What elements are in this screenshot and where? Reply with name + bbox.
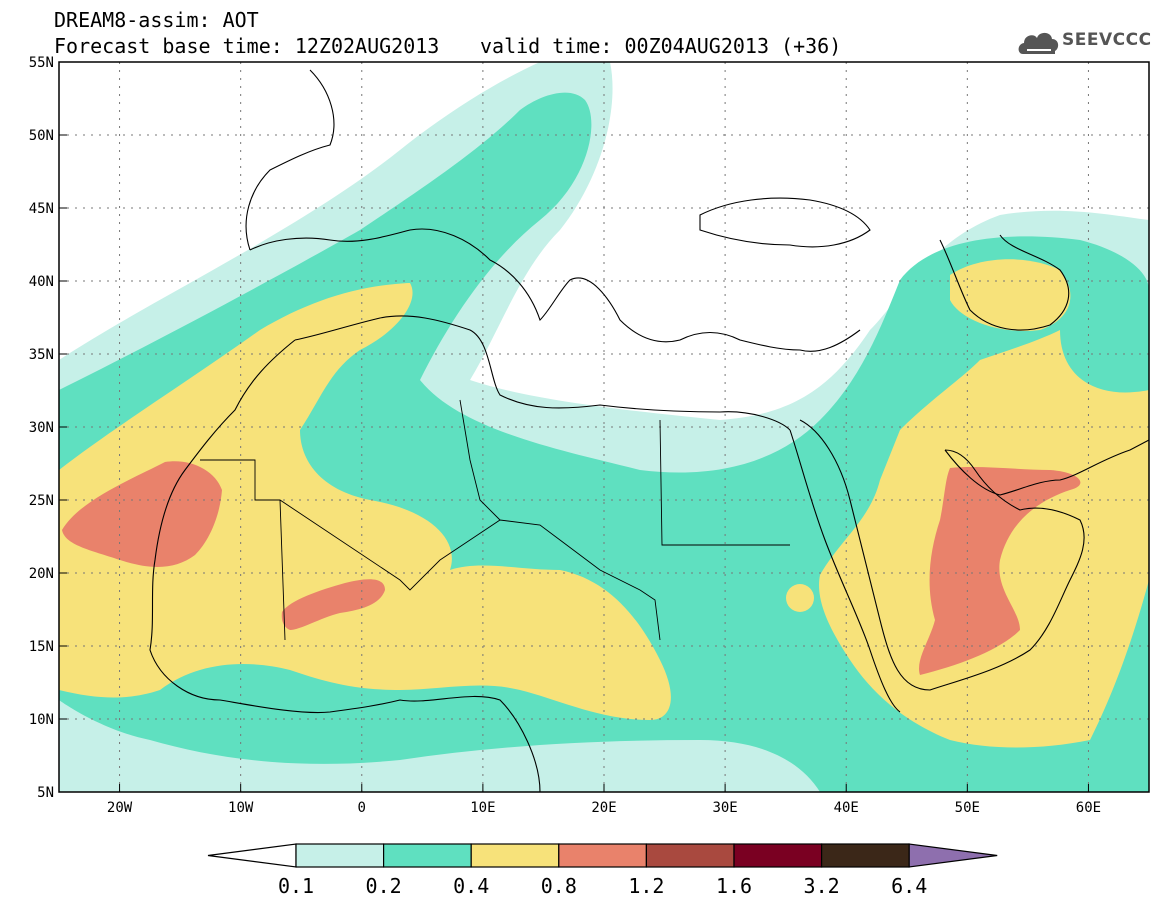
border-sahara-2 [279,399,790,641]
colorbar-label: 6.4 [891,874,927,898]
colorbar-label: 0.1 [278,874,314,898]
colorbar-swatch [558,843,647,868]
colorbar-swatch [295,843,385,868]
colorbar-over-arrow [908,843,998,868]
colorbar: 0.1 0.2 0.4 0.8 1.2 1.6 3.2 6.4 [207,843,998,898]
aot-0.8-region-westcoast [62,461,222,567]
colorbar-label: 1.2 [628,874,664,898]
lon-label: 10W [228,800,254,816]
colorbar-under-arrow [207,843,297,868]
coast-caspian [939,234,1070,331]
lon-label: 50E [955,800,980,816]
lat-label: 35N [29,347,54,363]
aot-0.8-region-arabia [918,467,1081,675]
lon-label: 10E [470,800,495,816]
map-coastlines [149,69,1149,792]
longitude-labels: 20W 10W 0 10E 20E 30E 40E 50E 60E [107,784,1101,816]
seevccc-logo: SEEVCCC [1062,30,1152,50]
aot-0.8-region-mali [281,579,385,630]
coast-black-sea [699,197,871,248]
coast-arabia [799,419,1085,691]
lat-label: 20N [29,566,54,582]
latitude-labels: 55N 50N 45N 40N 35N 30N 25N 20N 15N 10N 5N [29,55,67,801]
colorbar-swatch [820,843,910,868]
coast-africa-west [149,339,541,792]
lat-label: 5N [37,785,54,801]
colorbar-swatch [645,843,735,868]
lon-label: 30E [712,800,737,816]
lat-label: 15N [29,639,54,655]
lat-label: 30N [29,420,54,436]
lat-label: 40N [29,274,54,290]
aot-0.4-region-caspian [950,259,1071,331]
colorbar-swatch [470,843,560,868]
lon-label: 20W [107,800,133,816]
colorbar-label: 0.2 [366,874,402,898]
coast-redsea [789,429,901,713]
colorbar-swatch [733,843,823,868]
lon-label: 0 [358,800,366,816]
lon-label: 20E [591,800,616,816]
coast-europe-west [245,69,335,251]
coast-persian-gulf [944,439,1149,496]
lat-label: 50N [29,128,54,144]
colorbar-label: 3.2 [804,874,840,898]
lon-label: 40E [834,800,859,816]
aot-0.4-region-morocco [280,283,411,352]
map-grid [59,62,1149,792]
coast-africa-north [294,315,791,431]
colorbar-label: 0.4 [453,874,489,898]
valid-time: valid time: 00Z04AUG2013 (+36) [480,34,842,58]
forecast-base-time: Forecast base time: 12Z02AUG2013 [54,34,440,58]
aot-0.4-region-redsea [786,584,814,612]
lat-label: 55N [29,55,54,71]
lon-label: 60E [1076,800,1101,816]
coast-europe-south [249,228,861,352]
colorbar-label: 1.6 [716,874,752,898]
lat-label: 25N [29,493,54,509]
colorbar-label: 0.8 [541,874,577,898]
colorbar-swatch [383,843,472,868]
lat-label: 45N [29,201,54,217]
cloud-icon [1018,32,1059,54]
aot-0.4-region-west [59,283,671,720]
map-title: DREAM8-assim: AOT [54,8,259,32]
border-sahara-1 [200,459,661,641]
lat-label: 10N [29,712,54,728]
